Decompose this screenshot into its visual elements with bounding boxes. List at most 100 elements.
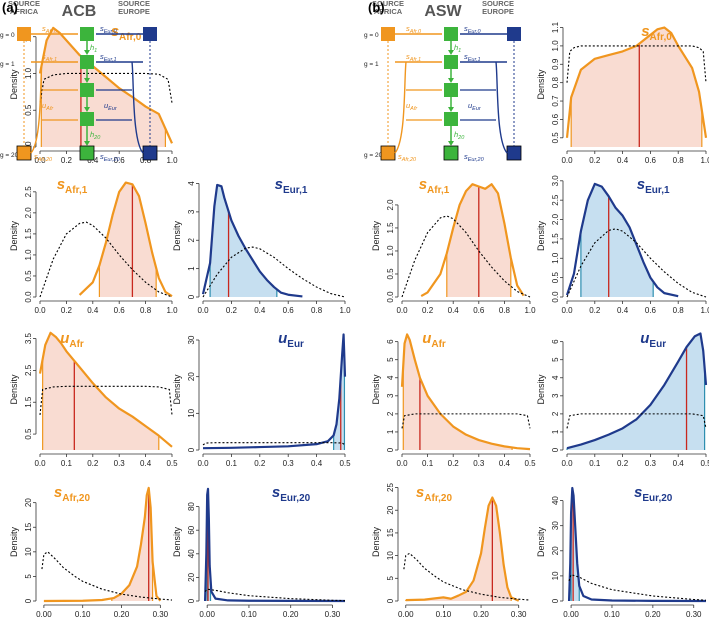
prior-curve <box>566 228 707 298</box>
x-tick-label: 1.0 <box>524 306 536 315</box>
density-plot-A_uEur: 0 10 20 30 0.0 0.1 0.2 0.3 0.4 0.5 Density uEur <box>172 330 351 468</box>
s-afr-1-label: sAfr,1 <box>42 52 57 63</box>
x-tick-label: 0.5 <box>524 459 536 468</box>
y-tick-label: 2.5 <box>24 364 33 376</box>
density-plot-A_sAfr1: 0.0 0.5 1.0 1.5 2.0 2.5 0.0 0.2 0.4 0.6 0.8 1.0 Dens… <box>9 176 178 315</box>
y-tick-label: 6 <box>386 339 395 344</box>
ci-fill <box>42 332 159 450</box>
y-tick-label: 15 <box>24 522 33 531</box>
y-tick-label: 6 <box>551 339 560 344</box>
x-tick-label: 0.6 <box>114 306 126 315</box>
s-eur-0-label: sEur,0 <box>464 24 482 35</box>
y-tick-label: 60 <box>187 525 196 534</box>
x-tick-label: 1.0 <box>339 306 351 315</box>
y-tick-label: 5 <box>551 357 560 362</box>
y-tick-label: 20 <box>24 498 33 507</box>
source-africa-label: SOURCE <box>8 0 40 8</box>
y-tick-label: 3 <box>386 393 395 398</box>
y-tick-label: 2.5 <box>24 186 33 198</box>
y-tick-label: 0 <box>551 598 560 603</box>
x-tick-label: 0.0 <box>34 306 46 315</box>
y-tick-label: 0.5 <box>551 272 560 284</box>
y-axis-label: Density <box>9 220 19 251</box>
y-tick-label: 1.5 <box>386 222 395 234</box>
y-tick-label: 0 <box>187 598 196 603</box>
y-tick-label: 1.5 <box>24 396 33 408</box>
y-tick-label: 5 <box>386 357 395 362</box>
ci-fill <box>405 497 512 601</box>
y-tick-label: 2 <box>187 237 196 242</box>
generation-label: g = 20 <box>364 152 383 159</box>
y-axis-label: Density <box>9 374 19 405</box>
s-eur-1-label: sEur,1 <box>464 52 481 63</box>
y-tick-label: 2.5 <box>551 194 560 206</box>
x-tick-label: 0.0 <box>34 459 46 468</box>
prior-curve <box>568 573 707 601</box>
x-tick-label: 0.1 <box>422 459 434 468</box>
arrow-head <box>84 141 90 146</box>
x-tick-label: 0.4 <box>140 459 152 468</box>
x-tick-label: 0.20 <box>114 610 130 619</box>
plot-title: uAfr <box>422 330 446 350</box>
x-tick-label: 1.0 <box>700 306 709 315</box>
h1-label: h1 <box>90 43 97 54</box>
h20-label: h20 <box>454 130 465 141</box>
y-tick-label: 5 <box>24 574 33 579</box>
x-tick-label: 1.0 <box>700 156 709 165</box>
s-afr-1-label: sAfr,1 <box>406 52 421 63</box>
density-plot-B_uEur: 0 1 2 3 4 5 6 0.0 0.1 0.2 0.3 0.4 0.5 Density uEur <box>536 330 709 468</box>
plot-title: sEur,1 <box>275 176 308 196</box>
x-tick-label: 0.8 <box>673 306 685 315</box>
source-africa-label: AFRICA <box>10 7 39 16</box>
prior-curve <box>566 45 707 83</box>
admixed-pop-box <box>80 55 94 69</box>
y-tick-label: 3.0 <box>551 175 560 187</box>
plot-title: sAfr,1 <box>419 176 450 196</box>
ci-fill <box>580 183 654 297</box>
x-tick-label: 0.6 <box>114 156 126 165</box>
y-tick-label: 4 <box>187 181 196 186</box>
y-tick-label: 1 <box>386 429 395 434</box>
y-tick-label: 2.0 <box>24 207 33 219</box>
x-tick-label: 0.8 <box>673 156 685 165</box>
posterior-curve <box>405 496 520 602</box>
y-tick-label: 0.0 <box>24 291 33 303</box>
x-tick-label: 0.2 <box>61 156 73 165</box>
ci-fill <box>567 333 705 450</box>
prior-curve <box>401 215 531 298</box>
y-axis-label: Density <box>371 220 381 251</box>
y-tick-label: 0 <box>551 447 560 452</box>
y-tick-label: 20 <box>187 572 196 581</box>
y-tick-label: 2 <box>386 411 395 416</box>
posterior-curve <box>565 182 679 298</box>
density-plot-A_sEur1: 0 1 2 3 4 0.0 0.2 0.4 0.6 0.8 1.0 Density sEur,1 <box>172 176 351 315</box>
x-tick-label: 0.30 <box>153 610 169 619</box>
x-tick-label: 0.8 <box>140 306 152 315</box>
x-tick-label: 0.4 <box>617 306 629 315</box>
x-tick-label: 0.8 <box>311 306 323 315</box>
y-tick-label: 1.5 <box>551 233 560 245</box>
x-tick-label: 0.10 <box>436 610 452 619</box>
plot-title: uAfr <box>60 330 84 350</box>
generation-label: g = 1 <box>364 61 379 68</box>
prior-curve <box>204 588 346 602</box>
x-tick-label: 0.4 <box>87 306 99 315</box>
plot-title: uEur <box>278 330 304 350</box>
x-tick-label: 0.10 <box>241 610 257 619</box>
y-axis-label: Density <box>536 220 546 251</box>
y-tick-label: 30 <box>551 521 560 530</box>
x-tick-label: 0.1 <box>589 459 601 468</box>
y-tick-label: 25 <box>386 483 395 492</box>
prior-curve <box>202 246 346 298</box>
panel-label: (b) <box>368 0 385 15</box>
plot-title: sEur,1 <box>637 176 670 196</box>
arrow-head <box>84 50 90 55</box>
europe-source-box <box>506 145 522 161</box>
prior-curve <box>39 72 173 103</box>
y-tick-label: 20 <box>187 372 196 381</box>
density-plot-B_sAfr0: 0.5 0.6 0.7 0.8 0.9 1.0 1.1 0.0 0.2 0.4 0.6 0.8 1.0 D… <box>536 21 709 165</box>
admixed-pop-box <box>80 83 94 97</box>
